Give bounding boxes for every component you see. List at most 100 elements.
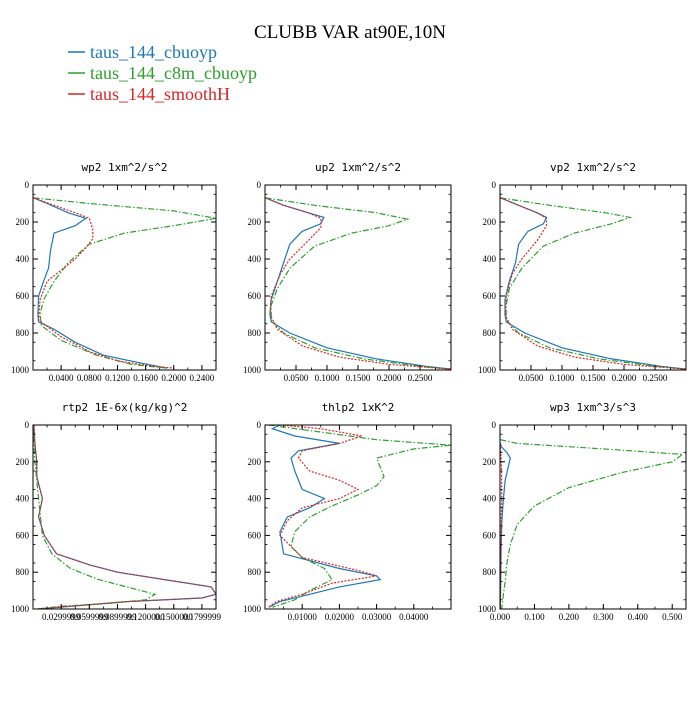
y-tick-label: 0 — [257, 180, 262, 190]
panel-frame — [264, 184, 452, 371]
x-tick-label: 0.100 — [524, 612, 545, 622]
series-line — [33, 425, 216, 609]
series-line — [268, 425, 382, 608]
y-tick-label: 600 — [248, 291, 262, 301]
x-tick-label: 0.1500 — [346, 373, 371, 383]
panel-4: thlp2 1xK^2 0 200 400 600 800 1000 0.01000 0.020… — [243, 401, 452, 622]
y-tick-label: 800 — [483, 567, 497, 577]
x-tick-label: 0.1000 — [550, 373, 575, 383]
series-line — [500, 443, 511, 609]
x-tick-label: 0.04000 — [399, 612, 429, 622]
x-tick-label: 0.500 — [662, 612, 683, 622]
y-tick-label: 400 — [16, 494, 30, 504]
x-tick-label: 0.200 — [559, 612, 580, 622]
x-tick-label: 0.1200 — [105, 373, 130, 383]
x-tick-label: 0.0500 — [519, 373, 544, 383]
x-tick-label: 0.400 — [628, 612, 649, 622]
series-line — [500, 197, 686, 370]
panel-frame — [499, 184, 687, 371]
x-tick-label: 0.2000 — [161, 373, 186, 383]
x-tick-label: 0.0599999 — [70, 612, 109, 622]
panel-frame — [499, 424, 687, 610]
legend-entry: taus_144_smoothH — [90, 84, 230, 104]
y-tick-label: 600 — [16, 530, 30, 540]
x-tick-label: 0.0800 — [77, 373, 102, 383]
panel-title: rtp2 1E-6x(kg/kg)^2 — [62, 401, 188, 414]
y-tick-label: 400 — [248, 254, 262, 264]
y-tick-label: 1000 — [478, 365, 497, 375]
y-tick-label: 1000 — [478, 604, 497, 614]
x-tick-label: 0.1600 — [133, 373, 158, 383]
y-tick-label: 800 — [483, 328, 497, 338]
series-line — [33, 197, 174, 369]
panel-frame — [32, 424, 217, 610]
x-tick-label: 0.0500 — [284, 373, 309, 383]
legend: taus_144_cbuoyptaus_144_c8m_cbuoyptaus_1… — [68, 42, 257, 104]
y-tick-label: 800 — [16, 328, 30, 338]
x-tick-label: 0.0400 — [49, 373, 74, 383]
panel-2: vp2 1xm^2/s^2 0 200 400 600 800 1000 0.0500 0.10… — [478, 161, 687, 383]
series-line — [500, 197, 686, 370]
panel-1: up2 1xm^2/s^2 0 200 400 600 800 1000 0.0500 0.10… — [243, 161, 452, 383]
panel-title: wp3 1xm^3/s^3 — [550, 401, 636, 414]
y-tick-label: 400 — [483, 254, 497, 264]
y-tick-label: 400 — [483, 494, 497, 504]
panel-title: vp2 1xm^2/s^2 — [550, 161, 636, 174]
y-tick-label: 800 — [248, 328, 262, 338]
y-tick-label: 600 — [16, 291, 30, 301]
y-tick-label: 800 — [248, 567, 262, 577]
y-tick-label: 200 — [483, 217, 497, 227]
x-tick-label: 0.03000 — [362, 612, 392, 622]
panel-frame — [32, 184, 217, 371]
series-line — [33, 425, 157, 609]
x-tick-label: 0.1200000 — [126, 612, 165, 622]
x-tick-label: 0.2400 — [190, 373, 215, 383]
x-tick-label: 0.2500 — [643, 373, 668, 383]
y-tick-label: 200 — [248, 217, 262, 227]
y-tick-label: 0 — [25, 180, 30, 190]
x-tick-label: 0.01000 — [288, 612, 318, 622]
series-line — [265, 197, 451, 370]
y-tick-label: 0 — [492, 180, 497, 190]
series-line — [265, 197, 451, 370]
y-tick-label: 400 — [248, 494, 262, 504]
x-tick-label: 0.0299999 — [42, 612, 81, 622]
y-tick-label: 800 — [16, 567, 30, 577]
y-tick-label: 200 — [483, 457, 497, 467]
y-tick-label: 1000 — [11, 365, 30, 375]
series-line — [33, 197, 167, 369]
y-tick-label: 200 — [248, 457, 262, 467]
series-line — [33, 425, 216, 609]
series-line — [500, 197, 686, 370]
panel-title: up2 1xm^2/s^2 — [315, 161, 401, 174]
panel-0: wp2 1xm^2/s^2 0 200 400 600 800 1000 0.0400 0.08… — [11, 161, 217, 383]
series-line — [33, 197, 216, 369]
x-tick-label: 0.1799999 — [183, 612, 222, 622]
x-tick-label: 0.2000 — [612, 373, 637, 383]
y-tick-label: 400 — [16, 254, 30, 264]
x-tick-label: 0.02000 — [325, 612, 355, 622]
y-tick-label: 0 — [257, 420, 262, 430]
x-tick-label: 0.0899999 — [98, 612, 137, 622]
y-tick-label: 0 — [25, 420, 30, 430]
series-line — [268, 425, 451, 608]
x-tick-label: 0.300 — [593, 612, 614, 622]
y-tick-label: 0 — [492, 420, 497, 430]
x-tick-label: 0.1500000 — [155, 612, 194, 622]
legend-entry: taus_144_cbuoyp — [90, 42, 217, 62]
y-tick-label: 1000 — [11, 604, 30, 614]
series-line — [265, 197, 451, 370]
legend-entry: taus_144_c8m_cbuoyp — [90, 63, 257, 83]
panel-title: wp2 1xm^2/s^2 — [81, 161, 167, 174]
y-tick-label: 200 — [16, 457, 30, 467]
x-tick-label: 0.1500 — [581, 373, 606, 383]
y-tick-label: 600 — [248, 530, 262, 540]
x-tick-label: 0.1000 — [315, 373, 340, 383]
x-tick-label: 0.2000 — [377, 373, 402, 383]
x-tick-label: 0.000 — [490, 612, 511, 622]
series-line — [500, 439, 685, 609]
panel-title: thlp2 1xK^2 — [322, 401, 395, 414]
